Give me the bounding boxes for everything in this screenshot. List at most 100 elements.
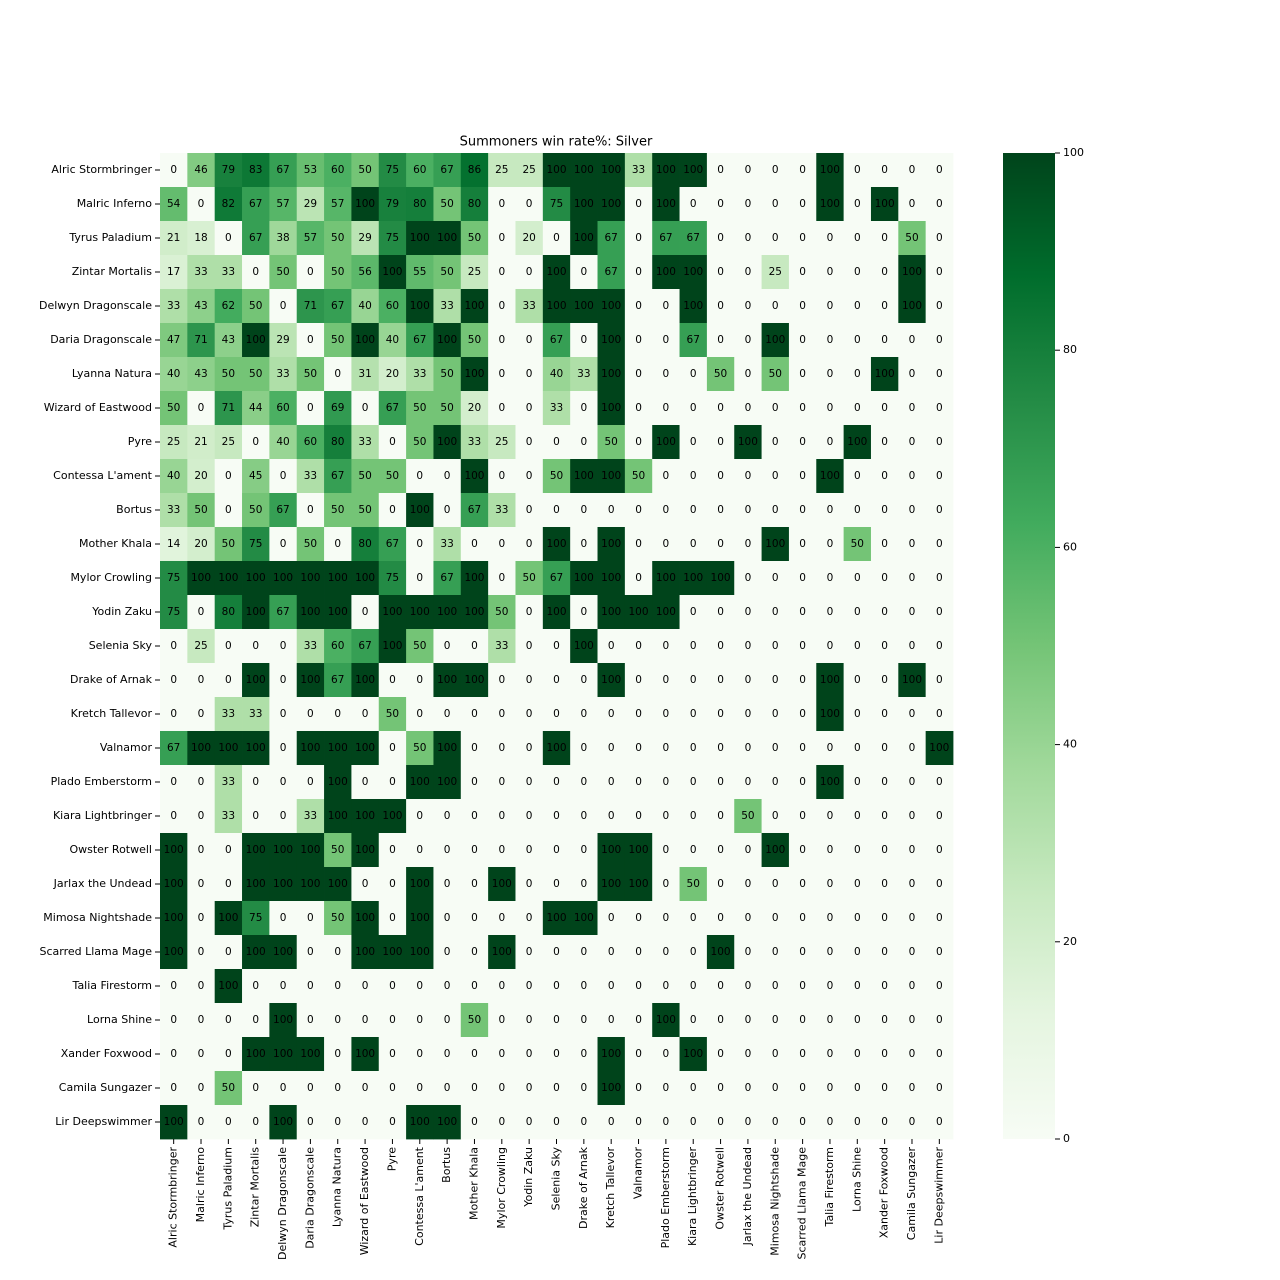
cell-label: 0	[690, 606, 697, 618]
heatmap-cell	[734, 969, 762, 1004]
cell-label: 0	[936, 776, 943, 788]
cell-label: 0	[799, 776, 806, 788]
heatmap-cell	[597, 1105, 626, 1140]
heatmap-cell	[269, 765, 298, 800]
cell-label: 0	[909, 334, 916, 346]
cell-label: 100	[875, 198, 895, 210]
heatmap-cell	[788, 1071, 817, 1106]
heatmap-cell	[351, 221, 380, 256]
cell-label: 100	[246, 572, 266, 584]
cell-label: 0	[307, 334, 314, 346]
cell-label: 50	[167, 402, 180, 414]
cell-label: 0	[772, 810, 779, 822]
heatmap-cell	[242, 221, 270, 256]
cell-label: 0	[827, 572, 834, 584]
cell-label: 0	[827, 980, 834, 992]
cell-label: 46	[194, 164, 208, 176]
heatmap-cell	[925, 255, 954, 290]
cell-label: 0	[854, 844, 861, 856]
heatmap-cell	[406, 323, 434, 358]
heatmap-cell	[652, 799, 680, 834]
heatmap-cell	[269, 595, 298, 630]
heatmap-cell	[734, 1037, 762, 1072]
heatmap-cell	[898, 663, 927, 698]
heatmap-cell	[788, 969, 817, 1004]
heatmap-cell	[242, 595, 270, 630]
heatmap-cell	[788, 391, 817, 426]
heatmap-cell	[460, 425, 489, 460]
heatmap-cell	[925, 459, 954, 494]
heatmap-cell	[734, 731, 762, 766]
cell-label: 0	[416, 470, 423, 482]
heatmap-cell	[570, 323, 598, 358]
heatmap-cell	[788, 357, 817, 392]
cell-label: 33	[495, 504, 508, 516]
heatmap-cell	[324, 935, 352, 970]
heatmap-cell	[734, 527, 762, 562]
heatmap-cell	[214, 221, 243, 256]
cell-label: 0	[389, 504, 396, 516]
heatmap-cell	[515, 799, 544, 834]
heatmap-cell	[870, 901, 899, 936]
cell-label: 0	[854, 640, 861, 652]
cell-label: 0	[690, 810, 697, 822]
heatmap-cell	[378, 833, 407, 868]
heatmap-cell	[761, 867, 790, 902]
cell-label: 60	[276, 402, 289, 414]
cell-label: 0	[827, 538, 834, 550]
cell-label: 0	[416, 810, 423, 822]
cell-label: 0	[690, 504, 697, 516]
heatmap-cell	[706, 969, 735, 1004]
cell-label: 75	[249, 912, 262, 924]
heatmap-cell	[187, 935, 216, 970]
heatmap-cell	[269, 1105, 298, 1140]
heatmap-cell	[624, 969, 653, 1004]
cell-label: 0	[690, 368, 697, 380]
heatmap-cell	[160, 799, 188, 834]
cell-label: 33	[249, 708, 262, 720]
heatmap-cell	[378, 697, 407, 732]
cell-label: 100	[875, 368, 895, 380]
cell-label: 0	[526, 1116, 533, 1128]
cell-label: 67	[331, 300, 344, 312]
cell-label: 100	[546, 300, 566, 312]
cell-label: 0	[362, 708, 369, 720]
heatmap-cell	[925, 1071, 954, 1106]
cell-label: 0	[936, 300, 943, 312]
cell-label: 100	[437, 606, 457, 618]
cell-label: 0	[170, 1082, 177, 1094]
cell-label: 0	[717, 164, 724, 176]
heatmap-cell	[706, 799, 735, 834]
cell-label: 0	[881, 810, 888, 822]
cell-label: 0	[854, 708, 861, 720]
cell-label: 0	[608, 708, 615, 720]
cell-label: 100	[191, 572, 211, 584]
heatmap-cell	[378, 1003, 407, 1038]
cell-label: 0	[526, 1014, 533, 1026]
cell-label: 0	[225, 878, 232, 890]
heatmap-cell	[734, 425, 762, 460]
cell-label: 100	[164, 878, 184, 890]
cell-label: 0	[745, 708, 752, 720]
cell-label: 50	[413, 742, 426, 754]
cell-label: 0	[635, 1082, 642, 1094]
heatmap-cell	[488, 629, 516, 664]
cell-label: 0	[444, 1048, 451, 1060]
heatmap-cell	[488, 323, 516, 358]
heatmap-cell	[843, 935, 872, 970]
heatmap-cell	[788, 527, 817, 562]
heatmap-cell	[406, 867, 434, 902]
cell-label: 0	[635, 810, 642, 822]
cell-label: 0	[334, 1116, 341, 1128]
cell-label: 0	[334, 368, 341, 380]
cell-label: 25	[194, 640, 207, 652]
cell-label: 0	[280, 742, 287, 754]
cell-label: 0	[362, 776, 369, 788]
cell-label: 0	[799, 368, 806, 380]
cell-label: 40	[276, 436, 289, 448]
heatmap-cell	[570, 221, 598, 256]
colorbar	[1003, 153, 1055, 1139]
cell-label: 25	[167, 436, 180, 448]
heatmap-cell	[296, 289, 325, 324]
cell-label: 0	[936, 606, 943, 618]
